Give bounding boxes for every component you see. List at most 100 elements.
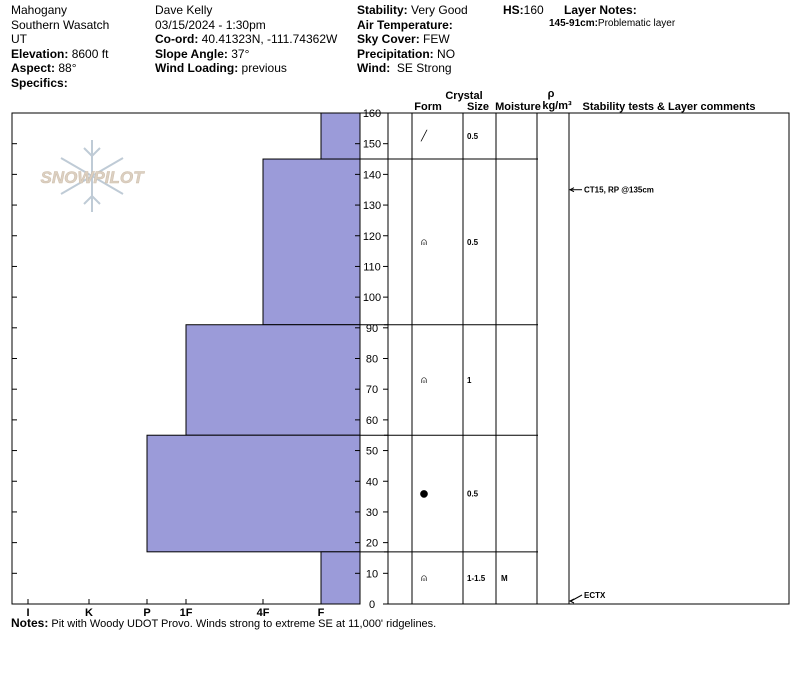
precipitation-label: Precipitation: bbox=[357, 46, 434, 61]
height-tick-label: 100 bbox=[363, 292, 381, 304]
hs-label: HS: bbox=[503, 3, 524, 17]
air-temp-row: Air Temperature: bbox=[357, 18, 468, 33]
height-tick-label: 30 bbox=[366, 507, 378, 519]
state: UT bbox=[11, 32, 27, 46]
slope-value: 37° bbox=[231, 46, 250, 61]
height-tick-label: 80 bbox=[366, 354, 378, 366]
notes-text: Pit with Woody UDOT Provo. Winds strong … bbox=[51, 618, 437, 630]
wind-label: Wind: bbox=[357, 61, 391, 75]
height-tick-label: 90 bbox=[366, 323, 378, 335]
grain-size: 1-1.5 bbox=[467, 574, 486, 583]
observer-name: Dave Kelly bbox=[155, 3, 213, 17]
test-arrowhead bbox=[568, 187, 575, 193]
moisture-header: Moisture bbox=[495, 101, 541, 113]
height-tick-label: 130 bbox=[363, 200, 381, 212]
column-headers: Crystal Form Size Moisture ρ kg/m³ Stabi… bbox=[414, 88, 755, 113]
sky-cover-row: Sky Cover: FEW bbox=[357, 32, 468, 47]
aspect-label: Aspect: bbox=[11, 61, 56, 75]
height-tick-label: 160 bbox=[363, 108, 381, 120]
specifics-label: Specifics: bbox=[11, 75, 68, 90]
snow-height: HS:160 bbox=[503, 3, 544, 18]
coordinates-row: Co-ord: 40.41323N, -111.74362W bbox=[155, 32, 337, 47]
height-tick-label: 0 bbox=[369, 599, 375, 611]
height-tick-label: 110 bbox=[363, 261, 381, 273]
header-column-conditions: Stability: Very Good Air Temperature: Sk… bbox=[357, 3, 468, 76]
wind-loading-row: Wind Loading: previous bbox=[155, 61, 337, 76]
notes-label: Notes: bbox=[11, 616, 49, 630]
layer-note-text: Problematic layer bbox=[597, 18, 676, 29]
layer-note-range: 145-91cm: bbox=[549, 18, 598, 29]
test-arrowhead bbox=[568, 598, 575, 604]
test-label: ECTX bbox=[584, 591, 606, 600]
grain-form-symbol: ╱ bbox=[420, 129, 428, 142]
wind-loading-value: previous bbox=[241, 61, 287, 75]
layer-note: 145-91cm:Problematic layer bbox=[549, 18, 675, 29]
grain-form-symbol: ⍝ bbox=[421, 573, 427, 584]
mountain-range: Southern Wasatch bbox=[11, 17, 110, 32]
watermark-text: SNOWPILOT bbox=[41, 168, 146, 187]
height-tick-label: 60 bbox=[366, 415, 378, 427]
rho-header: ρ bbox=[548, 88, 555, 100]
stability-label: Stability: bbox=[357, 3, 408, 17]
slope-row: Slope Angle: 37° bbox=[155, 47, 337, 62]
height-axis: 0 10 20 30 40 50 60 70 80 90 100 110 120 130 140 150 160 bbox=[12, 108, 388, 611]
height-tick-label: 10 bbox=[366, 568, 378, 580]
sky-cover-label: Sky Cover: bbox=[357, 32, 420, 46]
slope-label: Slope Angle: bbox=[155, 46, 228, 61]
layer-rows: ╱ 0.5 ⍝ 0.5 ⍝ 1 ● 0.5 ⍝ 1-1.5 M bbox=[360, 112, 538, 584]
air-temp-label: Air Temperature: bbox=[357, 17, 453, 32]
height-tick-label: 150 bbox=[363, 139, 381, 151]
specifics-row: Specifics: bbox=[11, 76, 109, 91]
grain-size: 1 bbox=[467, 376, 472, 385]
layer-table-frame bbox=[387, 112, 790, 605]
moisture: M bbox=[501, 574, 508, 583]
precipitation-value: NO bbox=[437, 46, 456, 61]
grain-form-symbol: ⍝ bbox=[421, 375, 427, 386]
hardness-tick-label: P bbox=[143, 607, 150, 619]
height-tick-label: 140 bbox=[363, 169, 381, 181]
header-column-location: Mahogany Southern Wasatch UT Elevation: … bbox=[11, 3, 109, 90]
comments-header: Stability tests & Layer comments bbox=[582, 101, 755, 113]
elevation-label: Elevation: bbox=[11, 46, 69, 61]
grain-size: 0.5 bbox=[467, 490, 479, 499]
wind-row: Wind: SE Strong bbox=[357, 61, 468, 76]
hardness-bar bbox=[262, 158, 361, 326]
grain-form-symbol: ● bbox=[420, 489, 429, 500]
crystal-header: Crystal bbox=[445, 90, 482, 102]
hardness-bars bbox=[146, 112, 361, 605]
hardness-axis: I K P 1F 4F F bbox=[26, 599, 325, 619]
hardness-tick-label: K bbox=[85, 607, 93, 619]
size-header: Size bbox=[467, 101, 489, 113]
grain-form-symbol: ⍝ bbox=[421, 237, 427, 248]
location-name: Mahogany bbox=[11, 3, 68, 17]
aspect-value: 88° bbox=[58, 61, 77, 75]
form-header: Form bbox=[414, 101, 442, 113]
elevation-row: Elevation: 8600 ft bbox=[11, 47, 109, 62]
header-column-observer: Dave Kelly 03/15/2024 - 1:30pm Co-ord: 4… bbox=[155, 3, 337, 76]
stability-row: Stability: Very Good bbox=[357, 3, 468, 18]
precipitation-row: Precipitation: NO bbox=[357, 47, 468, 62]
notes: Notes: Pit with Woody UDOT Provo. Winds … bbox=[11, 616, 436, 630]
hardness-tick-label: I bbox=[26, 607, 29, 619]
observation-datetime: 03/15/2024 - 1:30pm bbox=[155, 17, 266, 32]
height-tick-label: 70 bbox=[366, 384, 378, 396]
coord-value: 40.41323N, -111.74362W bbox=[201, 32, 338, 46]
sky-cover-value: FEW bbox=[423, 32, 450, 46]
density-header: kg/m³ bbox=[542, 100, 572, 112]
hardness-bar bbox=[185, 324, 361, 436]
height-tick-label: 120 bbox=[363, 231, 381, 243]
coord-label: Co-ord: bbox=[155, 32, 199, 46]
hardness-bar bbox=[146, 434, 361, 553]
snowflake-icon bbox=[60, 140, 124, 212]
elevation-value: 8600 ft bbox=[71, 46, 109, 61]
test-label: CT15, RP @135cm bbox=[584, 186, 654, 195]
snowpilot-watermark: SNOWPILOT bbox=[40, 140, 146, 212]
layer-notes-title: Layer Notes: bbox=[564, 3, 637, 17]
stability-tests: CT15, RP @135cm ECTX bbox=[568, 186, 654, 604]
hardness-tick-label: 4F bbox=[257, 607, 270, 619]
stability-value: Very Good bbox=[411, 3, 468, 17]
height-tick-label: 50 bbox=[366, 446, 378, 458]
aspect-row: Aspect: 88° bbox=[11, 61, 109, 76]
hardness-tick-label: F bbox=[318, 607, 325, 619]
